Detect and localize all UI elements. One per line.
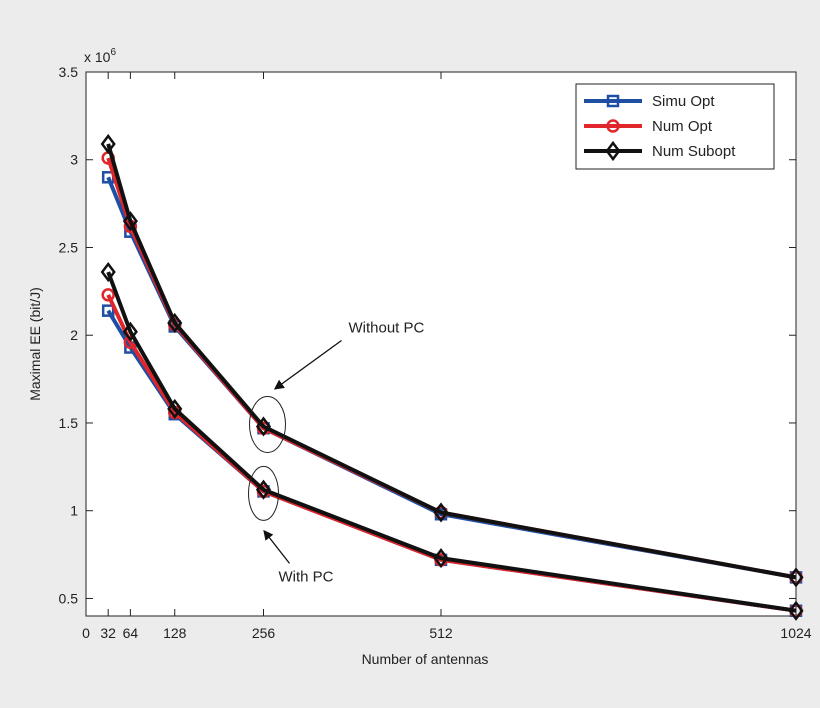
annotation-label-with-pc: With PC xyxy=(279,568,334,585)
annotation-layer: Without PC With PC xyxy=(248,319,425,585)
y-tick-label: 3 xyxy=(70,152,78,168)
legend-swatch-marker xyxy=(606,119,620,133)
legend-label: Num Opt xyxy=(652,118,713,135)
x-tick-label: 32 xyxy=(100,625,116,641)
data-point xyxy=(255,479,272,500)
legend-entry: Simu Opt xyxy=(584,93,715,110)
y-tick-label: 1.5 xyxy=(59,415,79,431)
annotation-ellipse-without-pc xyxy=(249,395,286,453)
data-point xyxy=(788,567,804,588)
y-tick-label: 2 xyxy=(70,327,78,343)
legend-swatch-marker xyxy=(605,140,621,162)
data-point xyxy=(101,288,115,302)
x-tick-label: 64 xyxy=(123,625,139,641)
legend-label: Num Subopt xyxy=(652,143,736,160)
y-axis: 0.5 1 1.5 2 2.5 3 3.5 xyxy=(59,64,796,606)
legend-entry: Num Subopt xyxy=(584,140,736,162)
legend-label: Simu Opt xyxy=(652,93,715,110)
x-tick-label: 128 xyxy=(163,625,187,641)
data-point xyxy=(167,398,183,420)
series-num-subopt-without-pc xyxy=(100,133,804,588)
y-axis-label: Maximal EE (bit/J) xyxy=(27,287,43,401)
data-point xyxy=(788,600,804,621)
legend: Simu Opt Num Opt Num Subopt xyxy=(575,83,775,170)
y-multiplier-exponent: 6 xyxy=(110,47,116,58)
data-point xyxy=(167,312,183,334)
y-tick-label: 0.5 xyxy=(59,590,79,606)
data-point xyxy=(122,321,138,342)
data-point xyxy=(100,133,116,155)
y-multiplier-label: x 106 xyxy=(84,47,116,65)
x-axis-label: Number of antennas xyxy=(362,651,489,667)
data-point xyxy=(433,548,449,569)
legend-entry: Num Opt xyxy=(584,118,713,135)
annotation-ellipse-with-pc xyxy=(248,465,279,521)
data-point xyxy=(100,261,116,283)
annotation-arrow-with-pc xyxy=(263,529,291,564)
series-line xyxy=(106,271,797,613)
series-layer xyxy=(100,133,804,621)
series-line xyxy=(106,143,797,580)
data-point xyxy=(433,502,449,523)
y-tick-label: 2.5 xyxy=(59,239,79,255)
data-point xyxy=(122,211,138,232)
legend-swatch-marker xyxy=(606,94,620,108)
y-tick-label: 3.5 xyxy=(59,64,79,80)
x-tick-label: 1024 xyxy=(780,625,811,641)
data-point xyxy=(101,304,115,317)
x-tick-label: 512 xyxy=(429,625,453,641)
x-axis: 0 32 64 128 256 512 1024 xyxy=(82,72,812,641)
data-point xyxy=(255,416,272,437)
annotation-label-without-pc: Without PC xyxy=(349,319,425,336)
x-tick-label: 0 xyxy=(82,625,90,641)
y-tick-label: 1 xyxy=(70,503,78,519)
annotation-arrow-without-pc xyxy=(273,339,342,390)
series-num-subopt-with-pc xyxy=(100,261,804,621)
x-tick-label: 256 xyxy=(252,625,276,641)
